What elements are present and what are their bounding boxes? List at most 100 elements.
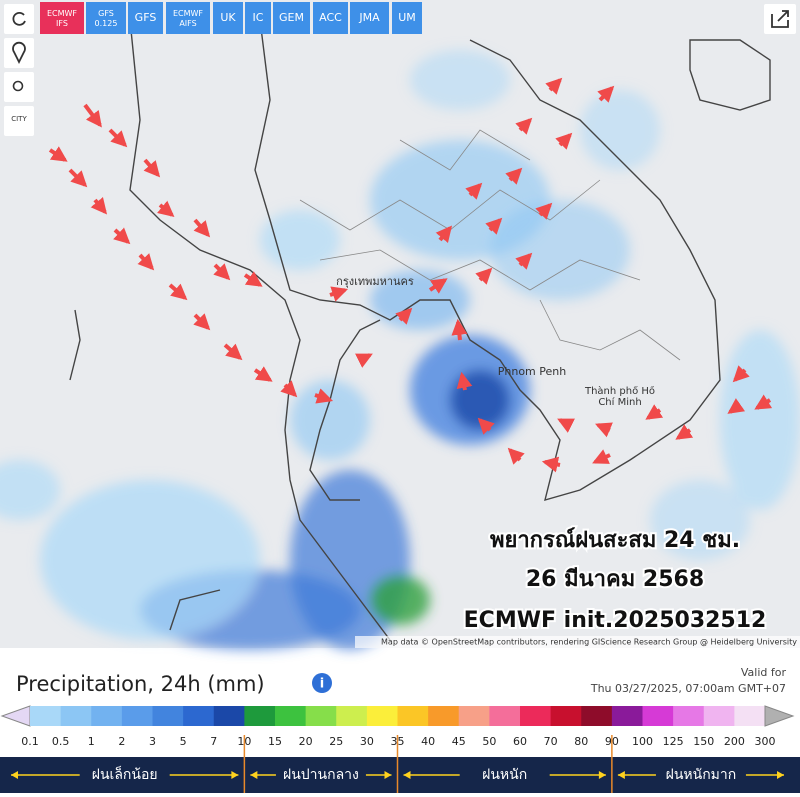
- model-button[interactable]: [166, 2, 210, 34]
- city-button[interactable]: [4, 106, 34, 136]
- category-label: ฝนปานกลาง: [283, 767, 359, 783]
- scale-label: 20: [299, 735, 313, 748]
- scale-swatch: [30, 706, 62, 726]
- scale-label: 5: [180, 735, 187, 748]
- wind-arrow: [113, 227, 131, 245]
- wind-arrow: [541, 456, 561, 473]
- model-button[interactable]: [40, 2, 84, 34]
- scale-label: 70: [544, 735, 558, 748]
- place-label: Thành phố Hồ Chí Minh: [584, 386, 656, 408]
- refresh-button[interactable]: [4, 4, 34, 34]
- scale-label: 30: [360, 735, 374, 748]
- scale-label: 100: [632, 735, 653, 748]
- scale-label: 60: [513, 735, 527, 748]
- rain-area: [0, 460, 60, 520]
- legend: Precipitation, 24h (mm) i Valid for Thu …: [0, 666, 800, 793]
- scale-swatch: [581, 706, 613, 726]
- categories: ฝนเล็กน้อย ฝนปานกลาง ฝนหนัก ฝนหนักมาก: [11, 735, 784, 793]
- wind-arrow: [645, 404, 664, 420]
- model-button[interactable]: [350, 2, 389, 34]
- scale-swatch: [428, 706, 460, 726]
- scale-swatch: [121, 706, 153, 726]
- wind-arrow: [485, 217, 503, 235]
- wind-arrow: [465, 182, 483, 200]
- model-button-label: UM: [398, 11, 416, 24]
- scale-swatch: [489, 706, 521, 726]
- scale-swatch: [550, 706, 582, 726]
- attribution-bg: [355, 636, 800, 648]
- scale-label: 15: [268, 735, 282, 748]
- wind-arrow: [354, 353, 373, 368]
- model-button[interactable]: [245, 2, 271, 34]
- location-button[interactable]: [4, 38, 34, 68]
- valid-time: Thu 03/27/2025, 07:00am GMT+07: [590, 682, 786, 695]
- wind-arrow: [475, 267, 493, 285]
- wind-arrow: [137, 253, 155, 271]
- wind-arrow: [193, 218, 211, 238]
- wind-arrow: [754, 394, 773, 410]
- wind-arrow: [727, 398, 746, 414]
- scale-label: 80: [574, 735, 588, 748]
- scale-swatch: [366, 706, 398, 726]
- wind-arrow: [253, 366, 273, 382]
- wind-arrow: [515, 252, 533, 270]
- info-icon[interactable]: [312, 673, 332, 693]
- scale-label: 200: [724, 735, 745, 748]
- borders: [299, 129, 681, 361]
- overlay-line: ECMWF init.2025032512: [464, 608, 767, 633]
- wind-arrow: [108, 128, 128, 148]
- legend-title: Precipitation, 24h (mm): [16, 672, 265, 696]
- scale-swatch: [183, 706, 215, 726]
- wind-arrow: [545, 77, 563, 95]
- model-button[interactable]: [313, 2, 348, 34]
- wind-arrow: [507, 447, 525, 465]
- wind-arrow: [675, 424, 694, 440]
- scale-swatch: [91, 706, 123, 726]
- scale-label: 25: [329, 735, 343, 748]
- rain-area: [370, 575, 430, 625]
- wind-arrow: [456, 371, 473, 391]
- wind-arrow: [477, 417, 495, 435]
- model-button-label: UK: [220, 11, 236, 24]
- scale-label: 3: [149, 735, 156, 748]
- info-icon-glyph: i: [320, 677, 324, 692]
- model-button[interactable]: [392, 2, 422, 34]
- model-button-label: ECMWF IFS: [47, 9, 77, 28]
- rain-area: [720, 330, 800, 510]
- model-button-label: GEM: [279, 11, 304, 24]
- scale-swatch: [336, 706, 368, 726]
- wind-arrow: [732, 365, 750, 383]
- wind-arrow: [557, 418, 576, 433]
- wind-arrow: [595, 422, 613, 438]
- model-button[interactable]: [273, 2, 310, 34]
- scale-label: 125: [663, 735, 684, 748]
- scale-swatch: [152, 706, 184, 726]
- zoom-button[interactable]: [4, 72, 34, 102]
- wind-arrow: [515, 117, 533, 135]
- rain-area: [260, 210, 340, 270]
- scale-swatch: [275, 706, 307, 726]
- rain-area: [290, 380, 370, 460]
- wind-arrow: [157, 200, 175, 218]
- scale-label: 150: [693, 735, 714, 748]
- refresh-icon: [12, 11, 26, 26]
- overlay: พยากรณ์ฝนสะสม 24 ชม. 26 มีนาคม 2568 ECMW…: [462, 525, 769, 635]
- model-button-label: ACC: [319, 11, 342, 24]
- model-button[interactable]: [86, 2, 126, 34]
- scale-swatch: [703, 706, 735, 726]
- model-button[interactable]: [128, 2, 163, 34]
- place-label: กรุงเทพมหานคร: [336, 275, 414, 288]
- map: กรุงเทพมหานคร Phnom Penh Thành phố Hồ Ch…: [0, 0, 800, 650]
- wind-arrow: [435, 225, 453, 243]
- scale-swatch: [244, 706, 276, 726]
- city-button-label: CITY: [11, 115, 27, 123]
- wind-arrow: [168, 283, 188, 301]
- wind-arrow: [592, 449, 611, 464]
- wind-arrow: [505, 167, 523, 185]
- model-button[interactable]: [213, 2, 243, 34]
- wind-arrow: [48, 146, 68, 162]
- category-label: ฝนหนักมาก: [666, 767, 737, 783]
- scale-swatch: [734, 706, 766, 726]
- overlay-line: พยากรณ์ฝนสะสม 24 ชม.: [490, 527, 740, 553]
